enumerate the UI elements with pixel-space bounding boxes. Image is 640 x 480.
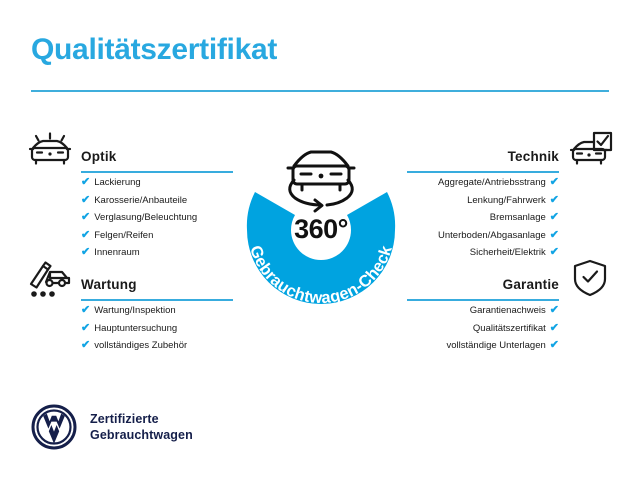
list-item-label: Unterboden/Abgasanlage bbox=[438, 229, 546, 241]
list-item: Sicherheit/Elektrik ✔ bbox=[381, 244, 559, 262]
check-icon: ✔ bbox=[81, 339, 91, 351]
badge-360-gebrauchtwagen-check: Gebrauchtwagen-Check 360° bbox=[225, 118, 417, 310]
list-item: ✔ Karosserie/Anbauteile bbox=[81, 192, 259, 210]
check-icon: ✔ bbox=[81, 211, 91, 223]
list-item: ✔ Felgen/Reifen bbox=[81, 227, 259, 245]
list-item-label: Bremsanlage bbox=[489, 212, 546, 223]
check-icon: ✔ bbox=[549, 339, 559, 351]
list-item-label: Aggregate/Antriebsstrang bbox=[438, 177, 546, 188]
section-garantie: Garantie Garantienachweis ✔ Qualitätszert… bbox=[381, 256, 616, 355]
arc-left bbox=[246, 192, 295, 230]
list-item: ✔ Lackierung bbox=[81, 174, 259, 192]
page-title: Qualitätszertifikat bbox=[31, 33, 278, 66]
check-icon: ✔ bbox=[81, 228, 91, 241]
section-wartung-list: ✔ Wartung/Inspektion ✔ Hauptuntersuchung ✔… bbox=[24, 302, 259, 355]
section-optik: Optik ✔ Lackierung ✔ Karosserie/Anbauteile… bbox=[24, 128, 259, 262]
title-divider bbox=[31, 90, 609, 92]
list-item: ✔ Innenraum bbox=[81, 244, 259, 262]
check-icon: ✔ bbox=[81, 321, 91, 334]
arc-bottom bbox=[247, 230, 395, 304]
list-item-label: Karosserie/Anbauteile bbox=[94, 194, 188, 206]
check-icon: ✔ bbox=[81, 246, 91, 258]
section-garantie-underline bbox=[407, 299, 559, 301]
list-item-label: Sicherheit/Elektrik bbox=[469, 247, 546, 258]
list-item: ✔ Wartung/Inspektion bbox=[81, 302, 259, 320]
section-garantie-title: Garantie bbox=[502, 277, 559, 292]
list-item: ✔ Hauptuntersuchung bbox=[81, 320, 259, 338]
section-optik-title: Optik bbox=[81, 149, 117, 164]
section-garantie-header: Garantie bbox=[381, 256, 616, 302]
car-emblem-dot bbox=[318, 173, 324, 179]
list-item-label: Innenraum bbox=[94, 247, 140, 258]
section-wartung-header: Wartung bbox=[24, 256, 259, 302]
list-item-label: vollständiges Zubehör bbox=[94, 340, 188, 351]
arc-right bbox=[347, 192, 396, 230]
list-item-label: Garantienachweis bbox=[469, 305, 546, 316]
list-item: Lenkung/Fahrwerk ✔ bbox=[381, 192, 559, 210]
list-item: vollständige Unterlagen ✔ bbox=[381, 337, 559, 355]
list-item-label: Lackierung bbox=[94, 177, 141, 188]
check-icon: ✔ bbox=[549, 193, 559, 206]
section-technik: Technik Aggregate/Antriebsstrang ✔ Lenkun… bbox=[381, 128, 616, 262]
list-item: Unterboden/Abgasanlage ✔ bbox=[381, 227, 559, 245]
footer-brand: Zertifizierte Gebrauchtwagen bbox=[31, 404, 193, 450]
car-checkbox-icon bbox=[569, 131, 613, 165]
check-icon: ✔ bbox=[549, 321, 559, 334]
check-icon: ✔ bbox=[549, 211, 559, 223]
check-icon: ✔ bbox=[549, 304, 559, 316]
list-item-label: Verglasung/Beleuchtung bbox=[94, 212, 198, 223]
list-item: Garantienachweis ✔ bbox=[381, 302, 559, 320]
check-icon: ✔ bbox=[81, 304, 91, 316]
section-garantie-list: Garantienachweis ✔ Qualitätszertifikat ✔ v… bbox=[381, 302, 616, 355]
brand-text: Zertifizierte Gebrauchtwagen bbox=[90, 411, 193, 443]
list-item-label: Felgen/Reifen bbox=[94, 229, 154, 241]
section-wartung-underline bbox=[81, 299, 233, 301]
section-optik-header: Optik bbox=[24, 128, 259, 174]
list-item-label: Lenkung/Fahrwerk bbox=[467, 194, 546, 206]
check-icon: ✔ bbox=[549, 228, 559, 241]
check-icon: ✔ bbox=[549, 246, 559, 258]
section-optik-underline bbox=[81, 171, 233, 173]
list-item: Bremsanlage ✔ bbox=[381, 209, 559, 227]
list-item-label: Wartung/Inspektion bbox=[94, 305, 176, 316]
vw-logo bbox=[31, 404, 77, 450]
badge-artwork: Gebrauchtwagen-Check bbox=[246, 150, 396, 307]
badge-center-label: 360° bbox=[294, 214, 348, 244]
check-icon: ✔ bbox=[549, 176, 559, 188]
car-shine-icon bbox=[28, 132, 72, 165]
list-item: ✔ Verglasung/Beleuchtung bbox=[81, 209, 259, 227]
service-book-car-icon bbox=[29, 261, 71, 297]
car-rotation-icon bbox=[286, 150, 356, 192]
section-wartung: Wartung ✔ Wartung/Inspektion ✔ Hauptunters… bbox=[24, 256, 259, 355]
section-technik-list: Aggregate/Antriebsstrang ✔ Lenkung/Fahrwe… bbox=[381, 174, 616, 262]
check-icon: ✔ bbox=[81, 176, 91, 188]
rotation-arrow-icon bbox=[288, 178, 354, 213]
section-optik-list: ✔ Lackierung ✔ Karosserie/Anbauteile ✔ Verg… bbox=[24, 174, 259, 262]
shield-check-icon bbox=[573, 259, 607, 297]
list-item: ✔ vollständiges Zubehör bbox=[81, 337, 259, 355]
section-wartung-title: Wartung bbox=[81, 277, 137, 292]
list-item-label: Hauptuntersuchung bbox=[94, 322, 178, 334]
list-item: Aggregate/Antriebsstrang ✔ bbox=[381, 174, 559, 192]
check-icon: ✔ bbox=[81, 193, 91, 206]
section-technik-underline bbox=[407, 171, 559, 173]
list-item-label: vollständige Unterlagen bbox=[446, 340, 546, 351]
brand-text-line2: Gebrauchtwagen bbox=[90, 428, 193, 442]
section-technik-title: Technik bbox=[507, 149, 559, 164]
section-technik-header: Technik bbox=[381, 128, 616, 174]
list-item-label: Qualitätszertifikat bbox=[472, 322, 546, 334]
brand-text-line1: Zertifizierte bbox=[90, 412, 159, 426]
list-item: Qualitätszertifikat ✔ bbox=[381, 320, 559, 338]
